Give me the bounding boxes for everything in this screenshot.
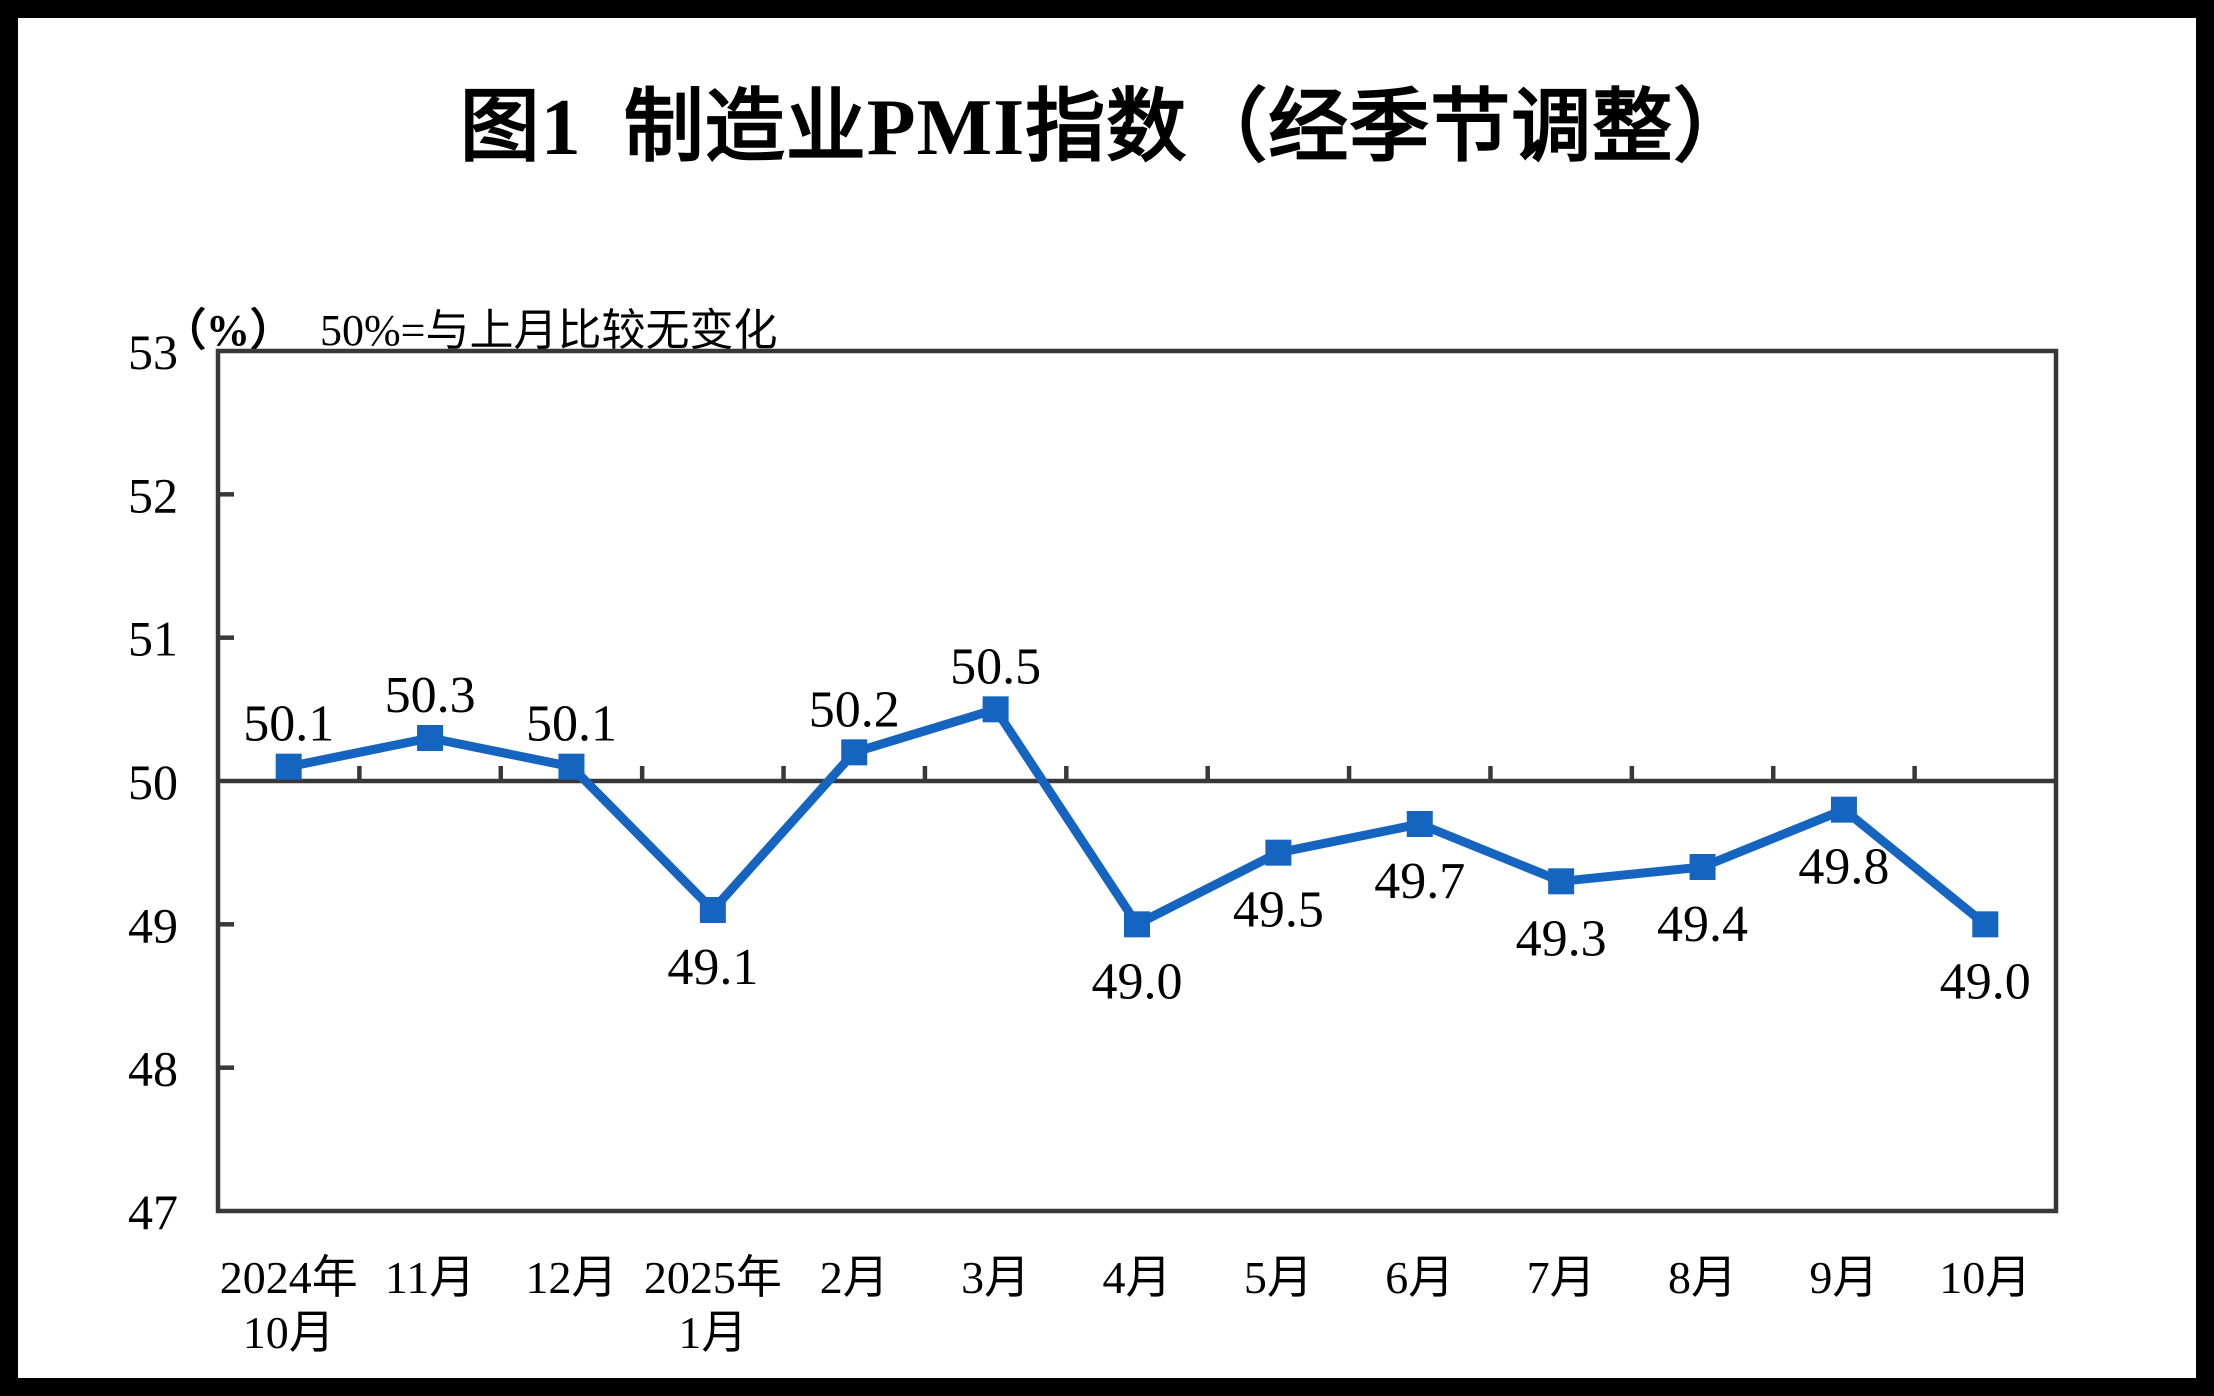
y-axis-unit-label: （%） [162, 306, 294, 355]
chart-title: 图1 制造业PMI指数（经季节调整） [459, 84, 1755, 172]
data-point-label: 49.1 [667, 939, 758, 996]
data-point-marker [982, 696, 1009, 723]
data-point-marker [1972, 911, 1999, 938]
y-tick-label: 50 [128, 754, 178, 810]
y-tick-label: 48 [128, 1041, 178, 1097]
data-point-marker [699, 897, 726, 923]
data-point-marker [1689, 854, 1716, 880]
data-point-label: 49.0 [1092, 953, 1183, 1010]
y-tick-label: 49 [128, 897, 178, 953]
data-point-marker [841, 739, 868, 766]
x-tick-label: 9月 [1809, 1252, 1878, 1303]
data-point-marker [275, 753, 302, 780]
x-tick-label: 4月 [1103, 1252, 1172, 1303]
data-point-label: 50.3 [385, 667, 476, 724]
data-point-label: 49.0 [1940, 953, 2031, 1010]
data-point-marker [1830, 796, 1857, 823]
data-point-label: 50.5 [950, 638, 1041, 695]
x-tick-label: 2025年 1月 [644, 1252, 782, 1358]
data-point-label: 49.8 [1798, 839, 1889, 896]
axis-unit-row: （%） 50%=与上月比较无变化 [118, 243, 777, 409]
data-point-label: 50.1 [526, 696, 617, 753]
y-tick-label: 47 [128, 1184, 178, 1240]
data-point-marker [1406, 811, 1433, 837]
y-tick-label: 51 [128, 611, 178, 667]
data-point-label: 49.5 [1233, 882, 1324, 939]
x-tick-label: 6月 [1385, 1252, 1454, 1303]
data-point-marker [417, 725, 444, 751]
data-point-label: 50.1 [243, 696, 334, 753]
data-point-label: 50.2 [809, 681, 900, 738]
x-tick-label: 5月 [1244, 1252, 1313, 1303]
data-point-marker [1124, 911, 1150, 938]
y-tick-label: 53 [128, 324, 178, 380]
data-point-label: 49.4 [1657, 896, 1748, 953]
data-point-label: 49.7 [1374, 853, 1465, 910]
x-tick-label: 2月 [820, 1252, 889, 1303]
x-tick-label: 2024年 10月 [220, 1252, 358, 1358]
x-tick-label: 12月 [525, 1252, 617, 1303]
reference-note: 50%=与上月比较无变化 [320, 306, 778, 355]
x-tick-label: 8月 [1668, 1252, 1737, 1303]
x-tick-label: 3月 [961, 1252, 1030, 1303]
x-tick-label: 11月 [385, 1252, 475, 1303]
y-tick-label: 52 [128, 467, 178, 523]
data-point-label: 49.3 [1516, 910, 1607, 967]
data-point-marker [558, 753, 585, 780]
x-tick-label: 10月 [1939, 1252, 2031, 1303]
x-tick-label: 7月 [1527, 1252, 1596, 1303]
data-point-marker [1265, 839, 1292, 866]
data-point-marker [1548, 868, 1575, 895]
